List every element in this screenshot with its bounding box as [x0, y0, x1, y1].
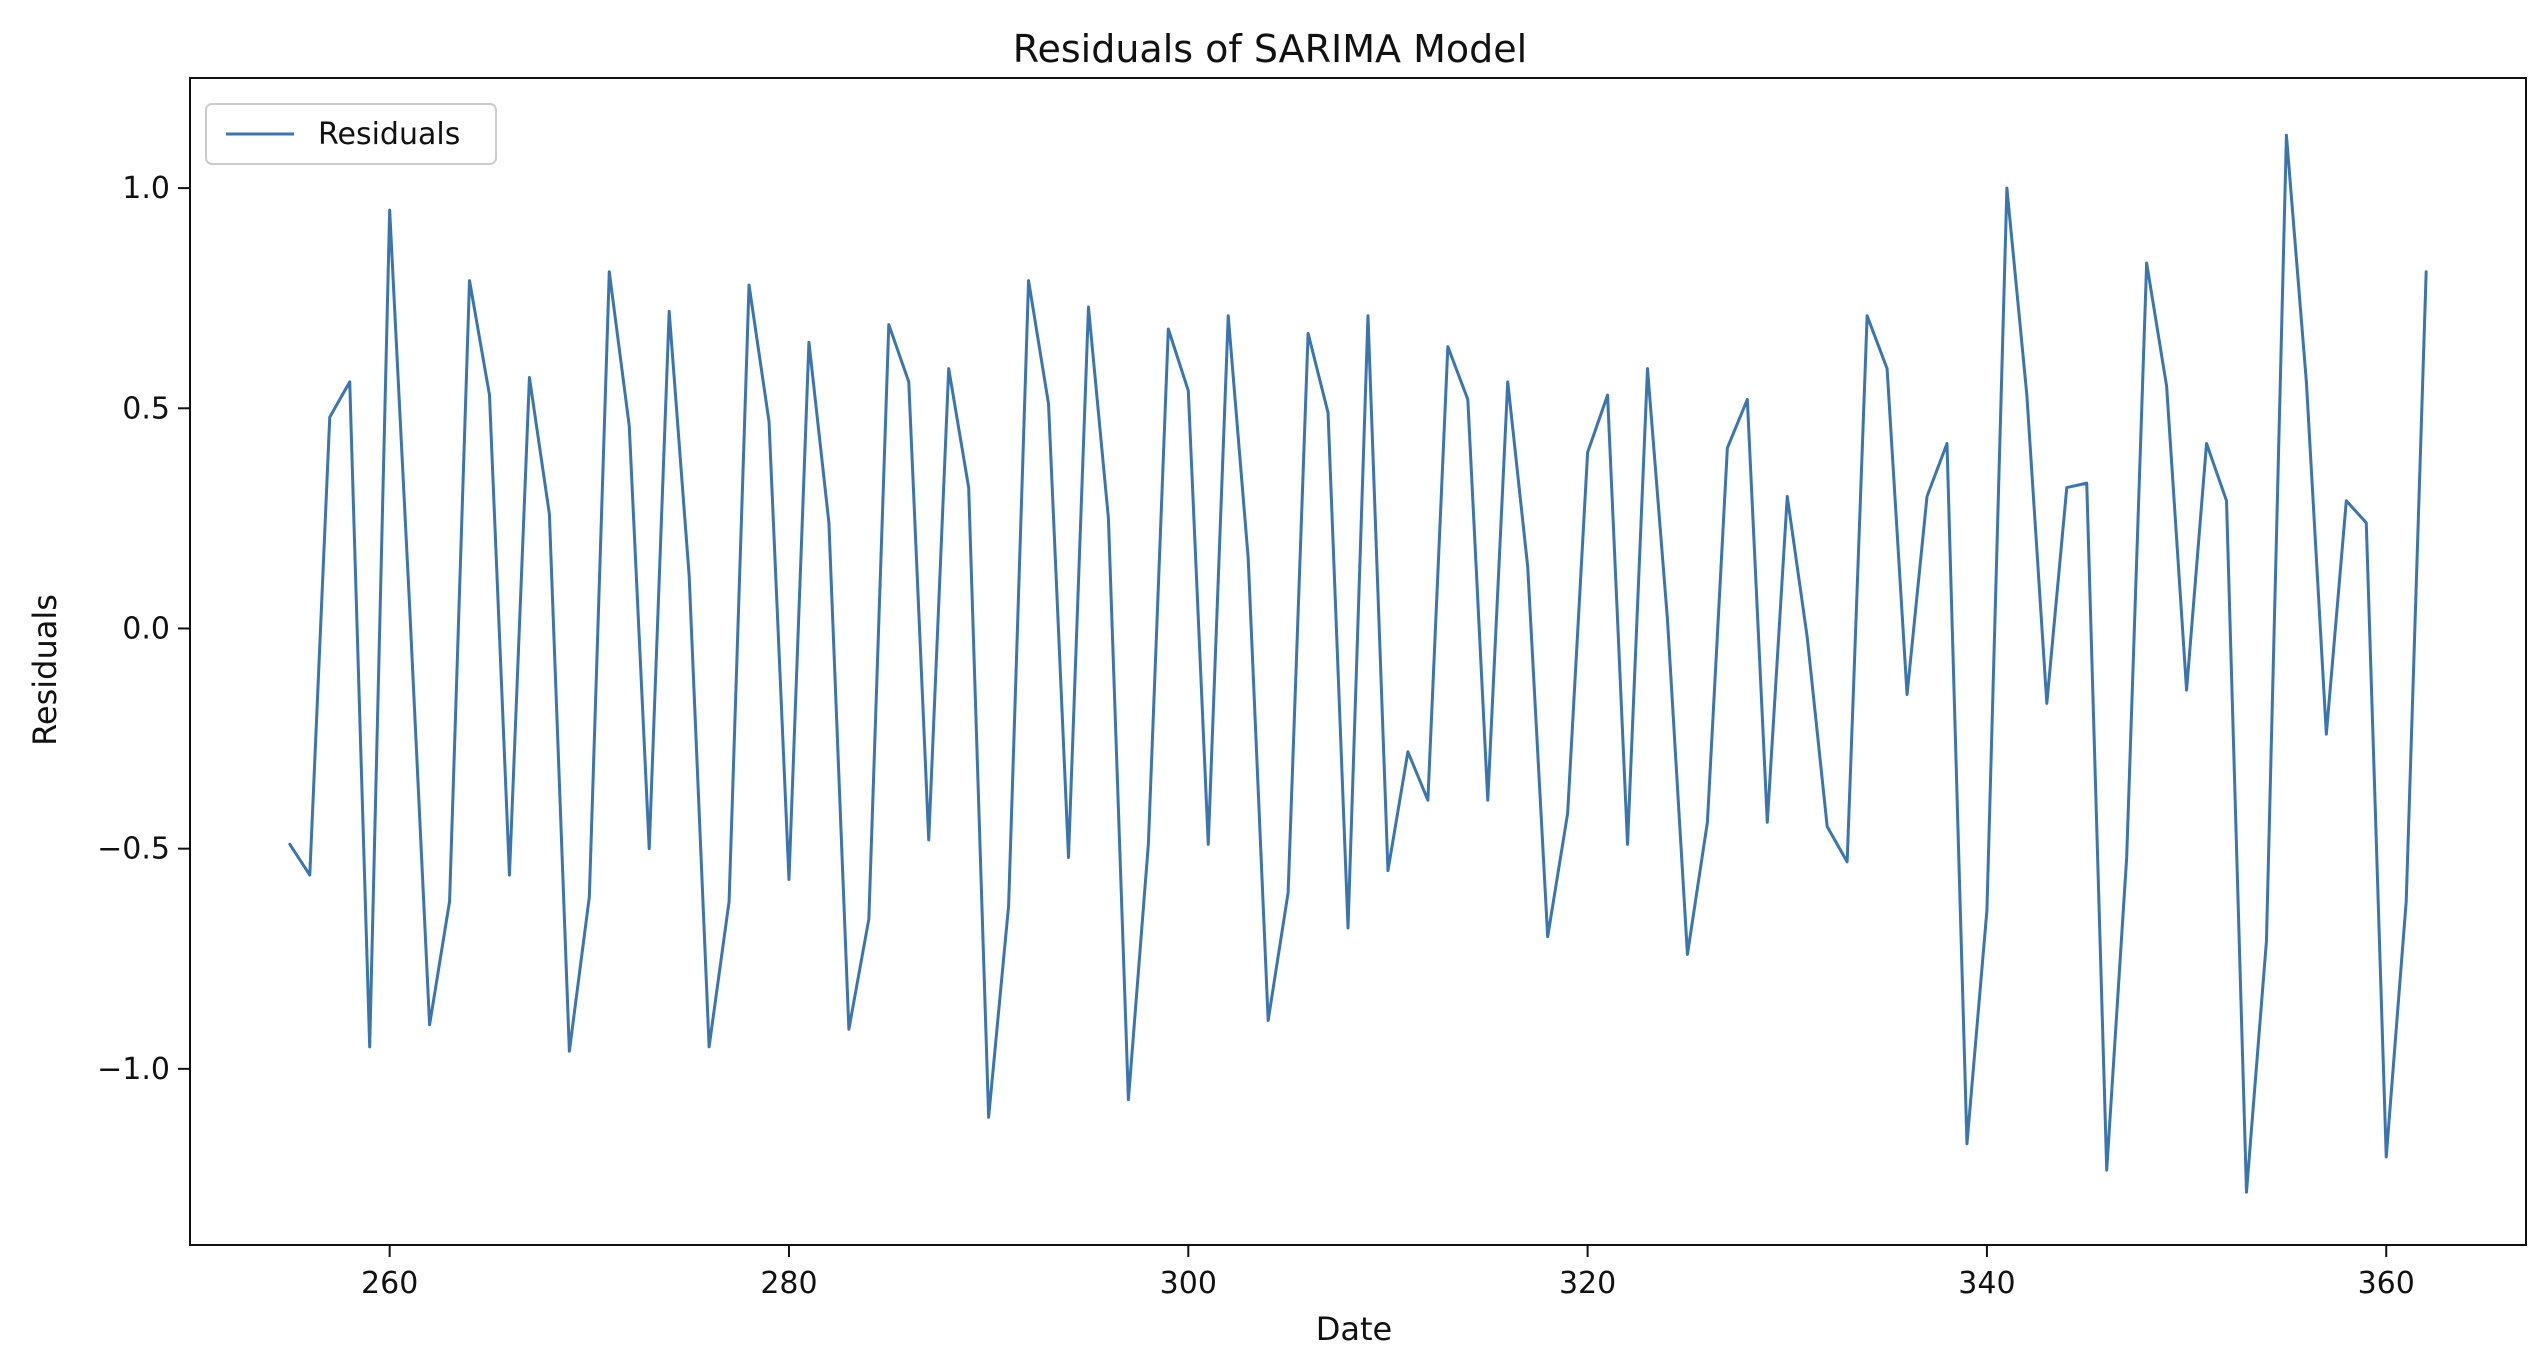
residuals-series-line [288, 133, 2428, 1194]
x-tick-label: 260 [361, 1266, 418, 1301]
chart-title: Residuals of SARIMA Model [1013, 27, 1527, 71]
x-tick-label: 320 [1559, 1266, 1616, 1301]
x-tick-label: 280 [760, 1266, 817, 1301]
y-tick-label: −0.5 [97, 832, 170, 867]
y-tick-label: 0.5 [122, 391, 170, 426]
series-layer [288, 133, 2428, 1194]
plot-frame [189, 77, 2527, 1246]
y-tick-label: −1.0 [97, 1052, 170, 1087]
x-tick-label: 340 [1958, 1266, 2015, 1301]
legend-box [205, 103, 497, 165]
x-axis: 260 280 300 320 340 360 [361, 1245, 2415, 1301]
legend: Residuals [205, 103, 497, 165]
x-tick-label: 300 [1160, 1266, 1217, 1301]
plot-area: 260 280 300 320 340 360 −1.0 −0.5 0.0 0.5 1.0 Res… [97, 77, 2527, 1301]
x-axis-label: Date [1316, 1310, 1392, 1348]
y-tick-label: 1.0 [122, 171, 170, 206]
y-axis: −1.0 −0.5 0.0 0.5 1.0 [97, 171, 190, 1087]
legend-label: Residuals [318, 117, 460, 152]
x-tick-label: 360 [2358, 1266, 2415, 1301]
y-axis-label: Residuals [26, 594, 64, 746]
y-tick-label: 0.0 [122, 611, 170, 646]
residuals-series [288, 133, 2428, 1194]
